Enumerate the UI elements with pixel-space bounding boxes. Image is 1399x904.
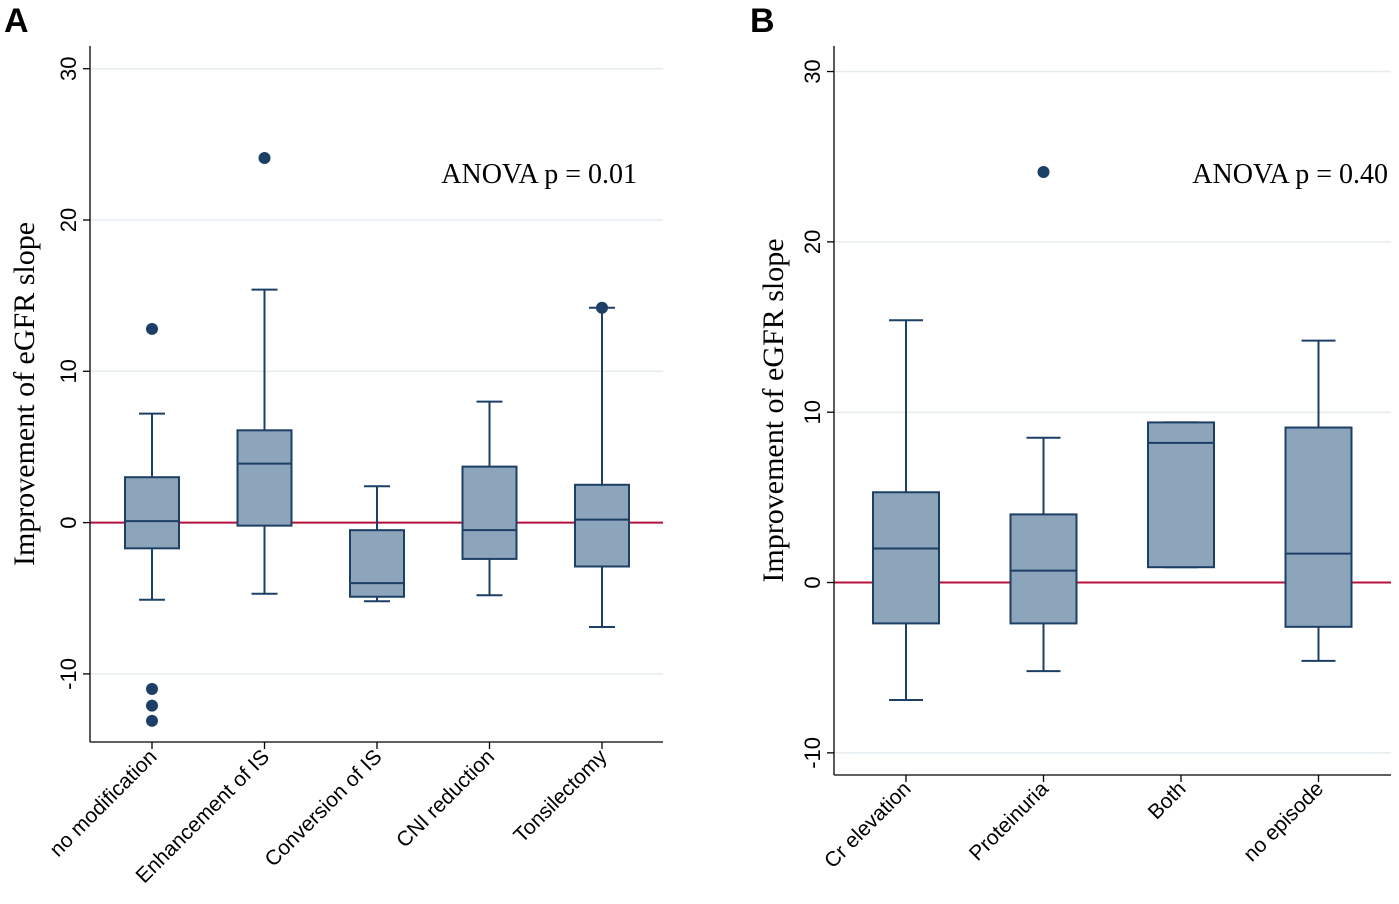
panel-label: B bbox=[750, 2, 775, 40]
box-5 bbox=[574, 301, 630, 629]
x-tick-label: no episode bbox=[1239, 777, 1328, 866]
y-tick-label: 20 bbox=[800, 230, 825, 254]
y-tick-label: 20 bbox=[56, 208, 81, 232]
iqr-box bbox=[1147, 421, 1215, 569]
box-3 bbox=[349, 485, 405, 603]
iqr-box bbox=[872, 491, 940, 625]
box-1 bbox=[872, 319, 940, 702]
y-tick-label: 30 bbox=[56, 56, 81, 80]
outlier-point bbox=[1037, 166, 1050, 179]
x-tick-label: Proteinuria bbox=[965, 777, 1053, 865]
iqr-box bbox=[461, 465, 518, 560]
y-tick-label: 30 bbox=[800, 59, 825, 83]
x-tick-label: CNI reduction bbox=[392, 745, 499, 852]
panel-b: B -10 0 10 20 30 Improvement of eGFR slope ANOV… bbox=[750, 2, 1391, 873]
outlier-point bbox=[146, 714, 158, 727]
y-tick-label: 0 bbox=[56, 516, 81, 528]
outlier-point bbox=[146, 699, 158, 712]
outlier-point bbox=[596, 301, 608, 314]
iqr-box bbox=[349, 529, 405, 598]
box-4 bbox=[1284, 339, 1353, 662]
box-3 bbox=[1147, 421, 1215, 569]
iqr-box bbox=[574, 483, 630, 568]
iqr-box bbox=[1009, 513, 1078, 625]
box-2 bbox=[1009, 166, 1078, 673]
y-tick-label: 0 bbox=[800, 576, 825, 588]
y-axis-label: Improvement of eGFR slope bbox=[8, 222, 41, 566]
y-tick-label: -10 bbox=[800, 737, 825, 769]
x-tick-label: Both bbox=[1144, 777, 1191, 824]
box-4 bbox=[461, 400, 518, 597]
x-tick-label: Conversion of IS bbox=[260, 745, 386, 871]
anova-annotation: ANOVA p = 0.40 bbox=[1192, 159, 1388, 190]
iqr-box bbox=[1284, 426, 1353, 628]
x-tick-label: Cr elevation bbox=[820, 777, 916, 873]
box-2 bbox=[236, 151, 293, 595]
y-tick-label: 10 bbox=[56, 359, 81, 383]
outlier-point bbox=[146, 683, 158, 696]
outlier-point bbox=[258, 151, 271, 164]
x-tick-label: no modification bbox=[45, 745, 161, 861]
y-tick-label: 10 bbox=[800, 400, 825, 424]
y-axis-label: Improvement of eGFR slope bbox=[757, 238, 790, 582]
outlier-point bbox=[146, 322, 158, 335]
x-tick-label: Tonsilectomy bbox=[509, 745, 611, 847]
box-1 bbox=[124, 322, 180, 727]
panel-a: A -10 0 10 20 30 Improvement of eGFR slope ANOV… bbox=[4, 2, 663, 888]
panel-label: A bbox=[4, 2, 29, 40]
anova-annotation: ANOVA p = 0.01 bbox=[441, 159, 637, 190]
iqr-box bbox=[236, 429, 293, 527]
iqr-box bbox=[124, 476, 180, 550]
y-tick-label: -10 bbox=[56, 658, 81, 690]
